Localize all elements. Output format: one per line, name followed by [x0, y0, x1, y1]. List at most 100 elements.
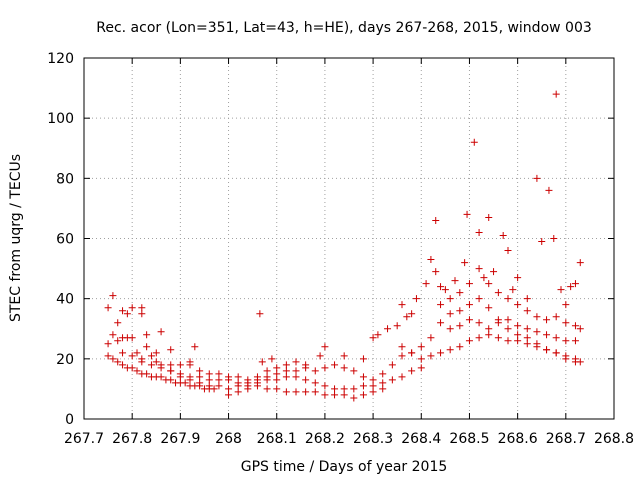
- data-point: [340, 385, 348, 393]
- x-tick-label: 268.6: [498, 431, 538, 447]
- data-point: [446, 310, 454, 318]
- data-point: [128, 364, 136, 372]
- data-point: [109, 292, 117, 300]
- x-tick-label: 268.3: [353, 431, 393, 447]
- data-point: [398, 343, 406, 351]
- data-point: [480, 274, 488, 282]
- data-point: [379, 385, 387, 393]
- data-point: [557, 286, 565, 294]
- x-tick-label: 268.4: [401, 431, 441, 447]
- data-point: [446, 325, 454, 333]
- data-point: [538, 238, 546, 246]
- data-point: [359, 355, 367, 363]
- data-point: [225, 391, 233, 399]
- data-point: [109, 331, 117, 339]
- data-point: [273, 364, 281, 372]
- data-point: [475, 265, 483, 273]
- data-point: [485, 331, 493, 339]
- data-point: [215, 370, 223, 378]
- data-point: [543, 316, 551, 324]
- data-point: [562, 337, 570, 345]
- data-point: [147, 361, 155, 369]
- data-point: [552, 349, 560, 357]
- data-point: [138, 358, 146, 366]
- data-point: [302, 376, 310, 384]
- data-point: [128, 334, 136, 342]
- data-point: [157, 364, 165, 372]
- data-point: [465, 301, 473, 309]
- data-point: [359, 373, 367, 381]
- data-point: [562, 319, 570, 327]
- data-point: [143, 370, 151, 378]
- data-point: [437, 349, 445, 357]
- data-point: [369, 376, 377, 384]
- data-point: [417, 355, 425, 363]
- data-point: [369, 334, 377, 342]
- data-point: [225, 385, 233, 393]
- data-point: [119, 307, 127, 315]
- data-point: [152, 358, 160, 366]
- data-point: [253, 382, 261, 390]
- data-point: [398, 301, 406, 309]
- data-point: [437, 283, 445, 291]
- data-point: [552, 334, 560, 342]
- data-point: [176, 370, 184, 378]
- data-point: [321, 391, 329, 399]
- data-point: [504, 337, 512, 345]
- data-point: [408, 367, 416, 375]
- data-point: [441, 286, 449, 294]
- data-point: [181, 379, 189, 387]
- data-point: [167, 367, 175, 375]
- data-point: [494, 319, 502, 327]
- data-point: [562, 301, 570, 309]
- data-point: [408, 349, 416, 357]
- data-point: [263, 376, 271, 384]
- data-point: [359, 391, 367, 399]
- data-point: [408, 310, 416, 318]
- data-point: [215, 382, 223, 390]
- data-point: [292, 373, 300, 381]
- data-point: [157, 328, 165, 336]
- data-point: [494, 289, 502, 297]
- data-point: [311, 379, 319, 387]
- data-point: [461, 259, 469, 267]
- grid-lines: [84, 58, 614, 419]
- data-point: [321, 343, 329, 351]
- x-tick-label: 267.7: [64, 431, 104, 447]
- data-point: [490, 268, 498, 276]
- data-point: [359, 382, 367, 390]
- data-point: [562, 352, 570, 360]
- data-point: [196, 367, 204, 375]
- data-point: [552, 313, 560, 321]
- data-point: [567, 283, 575, 291]
- y-tick-label: 120: [47, 51, 74, 67]
- data-point: [533, 313, 541, 321]
- data-point: [485, 280, 493, 288]
- data-point: [576, 325, 584, 333]
- data-point: [133, 367, 141, 375]
- data-point: [456, 322, 464, 330]
- data-point: [119, 349, 127, 357]
- data-point: [191, 343, 199, 351]
- data-point: [311, 367, 319, 375]
- data-point: [550, 235, 558, 242]
- data-point: [470, 138, 478, 146]
- data-point: [523, 295, 531, 303]
- data-point: [282, 361, 290, 369]
- y-tick-label: 60: [56, 232, 74, 248]
- data-point: [456, 307, 464, 315]
- data-point: [465, 316, 473, 324]
- chart-title: Rec. acor (Lon=351, Lat=43, h=HE), days …: [96, 20, 592, 36]
- data-point: [186, 373, 194, 381]
- data-point: [234, 373, 242, 381]
- y-axis-label: STEC from uqrg / TECUs: [8, 154, 24, 322]
- data-point: [167, 376, 175, 384]
- data-point: [340, 391, 348, 399]
- data-point: [504, 316, 512, 324]
- data-point: [465, 337, 473, 345]
- data-point: [331, 361, 339, 369]
- data-point: [292, 367, 300, 375]
- data-point: [152, 349, 160, 357]
- data-point: [485, 213, 493, 221]
- data-point: [369, 382, 377, 390]
